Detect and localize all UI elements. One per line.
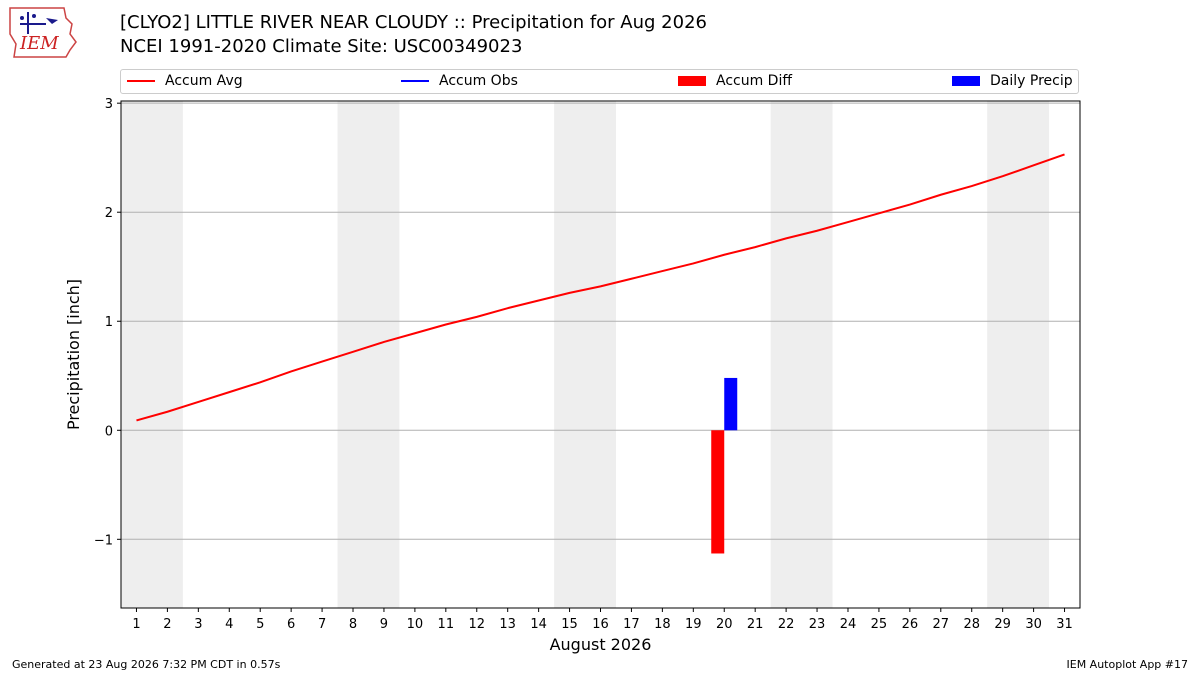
svg-text:IEM: IEM xyxy=(19,33,59,54)
plot-frame xyxy=(120,100,1081,609)
y-tick-label: 0 xyxy=(105,424,113,439)
x-tick-label: 9 xyxy=(380,617,388,632)
x-tick-label: 31 xyxy=(1056,617,1073,632)
legend-item-accum-diff: Accum Diff xyxy=(678,73,792,89)
weekend-shade xyxy=(554,101,616,608)
y-tick-label: 3 xyxy=(105,97,113,112)
y-tick-label: 1 xyxy=(105,315,113,330)
x-tick-label: 25 xyxy=(871,617,888,632)
x-tick-label: 19 xyxy=(685,617,702,632)
x-tick-label: 17 xyxy=(623,617,640,632)
weekend-shade xyxy=(337,101,400,608)
legend-label: Accum Obs xyxy=(439,73,518,89)
legend-label: Daily Precip xyxy=(990,73,1073,89)
legend-swatch xyxy=(127,80,155,82)
x-tick-label: 5 xyxy=(256,617,264,632)
chart-subtitle: NCEI 1991-2020 Climate Site: USC00349023 xyxy=(120,36,523,57)
x-tick-label: 29 xyxy=(994,617,1011,632)
legend-swatch xyxy=(401,80,429,82)
x-axis-label: August 2026 xyxy=(550,635,652,654)
x-tick-label: 24 xyxy=(840,617,857,632)
x-tick-label: 16 xyxy=(592,617,609,632)
x-tick-label: 6 xyxy=(287,617,295,632)
legend-item-daily-precip: Daily Precip xyxy=(952,73,1073,89)
y-axis-label: Precipitation [inch] xyxy=(64,279,83,430)
x-tick-label: 12 xyxy=(468,617,485,632)
x-tick-label: 11 xyxy=(438,617,455,632)
weekend-shade xyxy=(770,101,833,608)
x-tick-label: 8 xyxy=(349,617,357,632)
footer-generated-text: Generated at 23 Aug 2026 7:32 PM CDT in … xyxy=(12,658,281,671)
weekend-shade xyxy=(987,101,1050,608)
accum-diff-bar xyxy=(711,430,725,554)
x-tick-label: 27 xyxy=(933,617,950,632)
x-tick-label: 15 xyxy=(561,617,578,632)
legend-swatch xyxy=(678,76,706,86)
y-tick-label: −1 xyxy=(94,533,113,548)
footer-app-label: IEM Autoplot App #17 xyxy=(1066,658,1189,671)
x-tick-label: 4 xyxy=(225,617,233,632)
legend-label: Accum Avg xyxy=(165,73,243,89)
x-tick-label: 3 xyxy=(194,617,202,632)
x-tick-label: 30 xyxy=(1025,617,1042,632)
x-tick-label: 26 xyxy=(902,617,919,632)
iem-logo: IEM xyxy=(9,7,77,58)
x-tick-label: 20 xyxy=(716,617,733,632)
x-tick-label: 23 xyxy=(809,617,826,632)
legend-item-accum-avg: Accum Avg xyxy=(127,73,243,89)
x-tick-label: 28 xyxy=(963,617,980,632)
chart-title: [CLYO2] LITTLE RIVER NEAR CLOUDY :: Prec… xyxy=(120,12,707,33)
x-tick-label: 13 xyxy=(499,617,516,632)
accum-avg-line xyxy=(136,153,1065,422)
y-tick-label: 2 xyxy=(105,206,113,221)
legend-item-accum-obs: Accum Obs xyxy=(401,73,518,89)
x-tick-label: 22 xyxy=(778,617,795,632)
x-tick-label: 14 xyxy=(530,617,547,632)
daily-precip-bar xyxy=(724,377,738,431)
weekend-shade xyxy=(121,101,183,608)
x-tick-label: 7 xyxy=(318,617,326,632)
legend-label: Accum Diff xyxy=(716,73,793,89)
x-tick-label: 2 xyxy=(163,617,171,632)
x-tick-label: 18 xyxy=(654,617,671,632)
legend-swatch xyxy=(952,76,980,86)
x-tick-label: 1 xyxy=(132,617,140,632)
x-tick-label: 21 xyxy=(747,617,764,632)
x-tick-label: 10 xyxy=(407,617,424,632)
legend: Accum Avg Accum Obs Accum Diff Daily Pre… xyxy=(120,69,1079,94)
